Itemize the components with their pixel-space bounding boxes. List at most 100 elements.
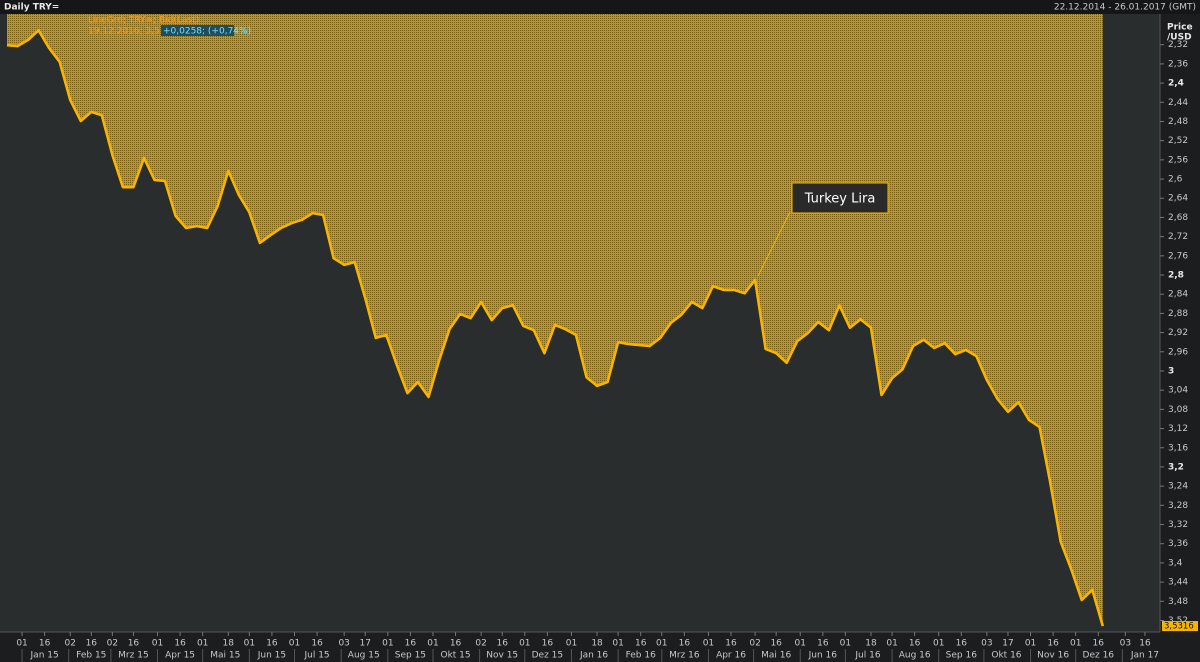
x-tick-label: 16 <box>496 639 508 649</box>
month-label: Mrz 15 <box>118 651 149 661</box>
y-axis-label: /USD <box>1167 33 1192 43</box>
x-tick-label: 16 <box>39 639 51 649</box>
x-tick-label: 16 <box>86 639 98 649</box>
y-tick-label: 2,68 <box>1168 213 1188 223</box>
annotation: Turkey Lira <box>804 192 876 207</box>
month-label: Okt 16 <box>991 651 1021 661</box>
month-label: Feb 15 <box>76 651 106 661</box>
date-range: 22.12.2014 - 26.01.2017 (GMT) <box>1054 3 1196 13</box>
x-tick-label: 16 <box>450 639 462 649</box>
line <box>6 29 1105 627</box>
y-tick-label: 2,88 <box>1168 309 1188 319</box>
y-tick-label: 2,92 <box>1168 328 1188 338</box>
y-tick-label: 2,52 <box>1168 136 1188 146</box>
x-tick-label: 16 <box>817 639 829 649</box>
last-value-tag <box>1162 621 1198 632</box>
chart-title: Daily TRY= <box>4 3 59 13</box>
month-label: Aug 15 <box>348 651 380 661</box>
y-tick-label: 2,4 <box>1168 79 1184 89</box>
header-bar <box>0 0 1200 14</box>
y-tick-label: 2,8 <box>1168 271 1184 281</box>
month-label: Aug 16 <box>899 651 931 661</box>
x-tick-label: 16 <box>770 639 782 649</box>
y-tick-label: 2,48 <box>1168 117 1188 127</box>
x-tick-label: 01 <box>1025 639 1036 649</box>
month-label: Apr 16 <box>716 651 746 661</box>
info-text: 19.12.2016; 3,5316; <box>88 27 180 37</box>
month-label: Sep 15 <box>395 651 426 661</box>
x-tick-label: 01 <box>289 639 300 649</box>
x-tick-label: 01 <box>382 639 393 649</box>
x-tick-label: 01 <box>933 639 944 649</box>
corner-label: Auto <box>1170 629 1189 638</box>
x-tick-label: 18 <box>591 639 603 649</box>
x-tick-label: 03 <box>981 639 992 649</box>
x-tick-label: 16 <box>1139 639 1151 649</box>
x-tick-label: 17 <box>360 639 371 649</box>
month-label: Mai 15 <box>210 651 240 661</box>
x-tick-label: 18 <box>865 639 877 649</box>
x-tick-label: 01 <box>566 639 577 649</box>
month-label: Jan 15 <box>30 651 59 661</box>
x-tick-label: 01 <box>840 639 851 649</box>
x-tick-label: 01 <box>519 639 530 649</box>
plot: 2,32 2,36 2,4 2,44 2,48 2,52 2,56 2,6 2,64 2,68 2,… <box>6 14 1188 662</box>
y-tick-label: 3,28 <box>1168 501 1188 511</box>
x-tick-label: 01 <box>656 639 667 649</box>
x-tick-label: 16 <box>679 639 691 649</box>
area <box>7 14 1103 627</box>
y-tick-label: 3,4 <box>1168 558 1183 568</box>
y-tick-label: 3,24 <box>1168 482 1188 492</box>
month-label: Okt 15 <box>440 651 470 661</box>
x-tick-label: 02 <box>475 639 486 649</box>
x-tick-label: 16 <box>405 639 417 649</box>
y-tick-label: 3 <box>1168 366 1174 376</box>
x-tick-label: 03 <box>1120 639 1131 649</box>
x-tick-label: 01 <box>886 639 897 649</box>
month-label: Dez 16 <box>1083 651 1115 661</box>
x-tick-label: 01 <box>1070 639 1081 649</box>
info-change-bg <box>161 25 234 36</box>
month-label: Jun 16 <box>808 651 838 661</box>
y-tick-label: 3,48 <box>1168 597 1188 607</box>
y-tick-label: 3,52 <box>1168 616 1188 626</box>
y-tick-label: 2,96 <box>1168 347 1188 357</box>
y-axis-label: Price <box>1167 23 1193 33</box>
y-tick-label: 3,36 <box>1168 539 1188 549</box>
y-tick-label: 2,72 <box>1168 232 1188 242</box>
x-tick-label: 02 <box>64 639 75 649</box>
y-tick-label: 3,2 <box>1168 462 1184 472</box>
last-value-label: 3,5316 <box>1164 622 1194 632</box>
x-tick-label: 01 <box>612 639 623 649</box>
x-tick-label: 01 <box>427 639 438 649</box>
month-label: Mai 16 <box>761 651 791 661</box>
x-tick-label: 01 <box>197 639 208 649</box>
month-label: Jul 16 <box>854 651 880 661</box>
month-label: Apr 15 <box>165 651 195 661</box>
x-tick-label: 16 <box>174 639 186 649</box>
month-label: Dez 15 <box>532 651 564 661</box>
month-label: Nov 15 <box>486 651 518 661</box>
x-tick-label: 16 <box>266 639 278 649</box>
x-tick-label: 02 <box>107 639 118 649</box>
month-label: Feb 16 <box>626 651 657 661</box>
x-tick-label: 16 <box>1093 639 1105 649</box>
y-tick-label: 2,44 <box>1168 98 1188 108</box>
x-tick-label: 02 <box>749 639 760 649</box>
annotation-box <box>791 182 889 214</box>
month-label: Mrz 16 <box>669 651 700 661</box>
annotation-line <box>757 211 791 277</box>
y-tick-label: 3,12 <box>1168 424 1188 434</box>
month-label: Jun 15 <box>257 651 286 661</box>
x-tick-label: 01 <box>244 639 255 649</box>
y-tick-label: 2,32 <box>1168 40 1188 50</box>
month-label: Jul 15 <box>303 651 329 661</box>
x-tick-label: 16 <box>128 639 140 649</box>
x-tick-label: 16 <box>956 639 968 649</box>
month-label: Jan 17 <box>1130 651 1159 661</box>
x-tick-label: 18 <box>223 639 235 649</box>
x-tick-label: 16 <box>725 639 737 649</box>
y-tick-label: 3,04 <box>1168 386 1188 396</box>
x-tick-label: 16 <box>1047 639 1059 649</box>
